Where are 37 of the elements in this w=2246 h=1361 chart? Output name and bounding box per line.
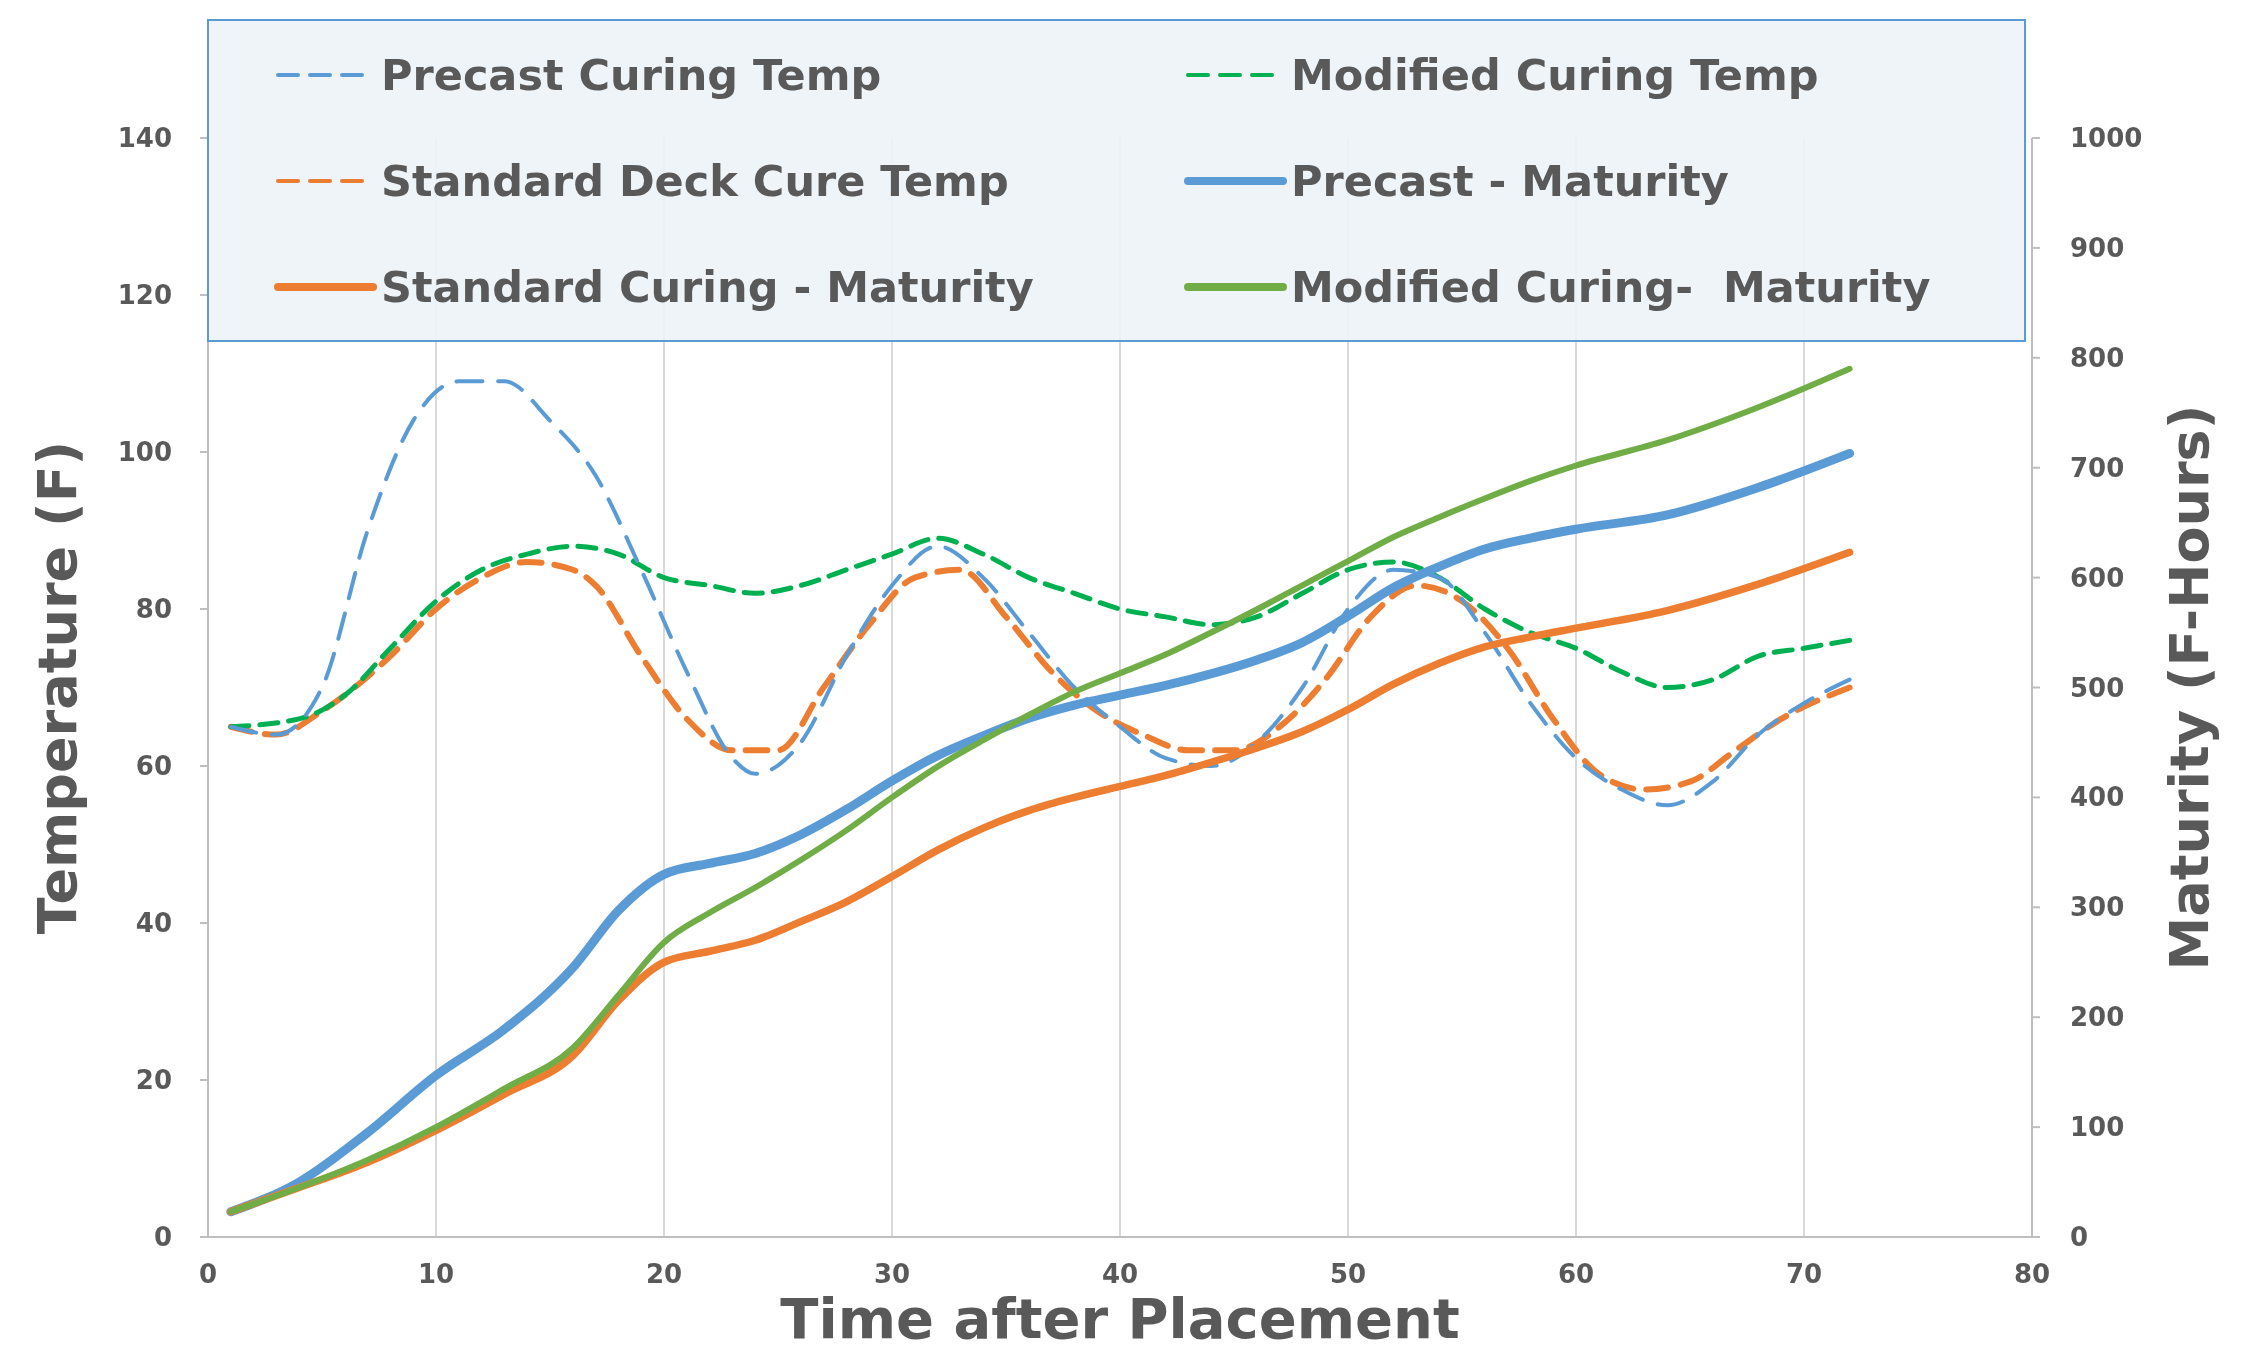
y2-tick-label: 700 [2070, 452, 2125, 483]
x-tick-label: 50 [1329, 1259, 1367, 1289]
y-tick-label: 60 [135, 751, 172, 781]
legend-label: Modified Curing Temp [1291, 50, 1819, 100]
y2-tick-label: 0 [2070, 1222, 2089, 1252]
legend-label: Precast - Maturity [1291, 156, 1729, 206]
y-tick-label: 140 [117, 123, 172, 153]
legend-label: Standard Deck Cure Temp [381, 156, 1009, 206]
x-tick-label: 0 [198, 1259, 218, 1289]
y-tick-label: 20 [135, 1065, 172, 1095]
y2-tick-label: 800 [2070, 342, 2125, 373]
x-tick-label: 10 [417, 1259, 455, 1289]
x-tick-label: 80 [2013, 1259, 2051, 1289]
legend-label: Precast Curing Temp [381, 50, 882, 100]
y2-tick-label: 900 [2070, 232, 2125, 263]
y-axis-title: Temperature (F) [26, 440, 89, 935]
y2-tick-label: 1000 [2070, 123, 2143, 153]
y2-tick-label: 600 [2070, 562, 2125, 593]
y2-tick-label: 500 [2070, 672, 2125, 703]
y-tick-label: 120 [117, 280, 172, 310]
y-tick-label: 0 [153, 1222, 172, 1252]
y-tick-label: 100 [117, 437, 172, 467]
x-tick-label: 20 [645, 1259, 683, 1289]
y-tick-label: 40 [135, 908, 172, 938]
x-tick-label: 60 [1557, 1259, 1595, 1289]
y2-axis-title: Maturity (F-Hours) [2158, 404, 2221, 971]
x-tick-label: 30 [873, 1259, 911, 1289]
y2-tick-label: 200 [2070, 1002, 2125, 1033]
y2-tick-label: 300 [2070, 892, 2125, 923]
x-tick-label: 40 [1101, 1259, 1139, 1289]
legend-label: Standard Curing - Maturity [381, 262, 1034, 312]
y-tick-label: 80 [135, 594, 172, 624]
x-axis-title: Time after Placement [780, 1286, 1460, 1351]
legend-label: Modified Curing- Maturity [1291, 262, 1931, 312]
y2-tick-label: 100 [2070, 1112, 2125, 1143]
x-tick-label: 70 [1785, 1259, 1823, 1289]
y2-tick-label: 400 [2070, 782, 2125, 813]
